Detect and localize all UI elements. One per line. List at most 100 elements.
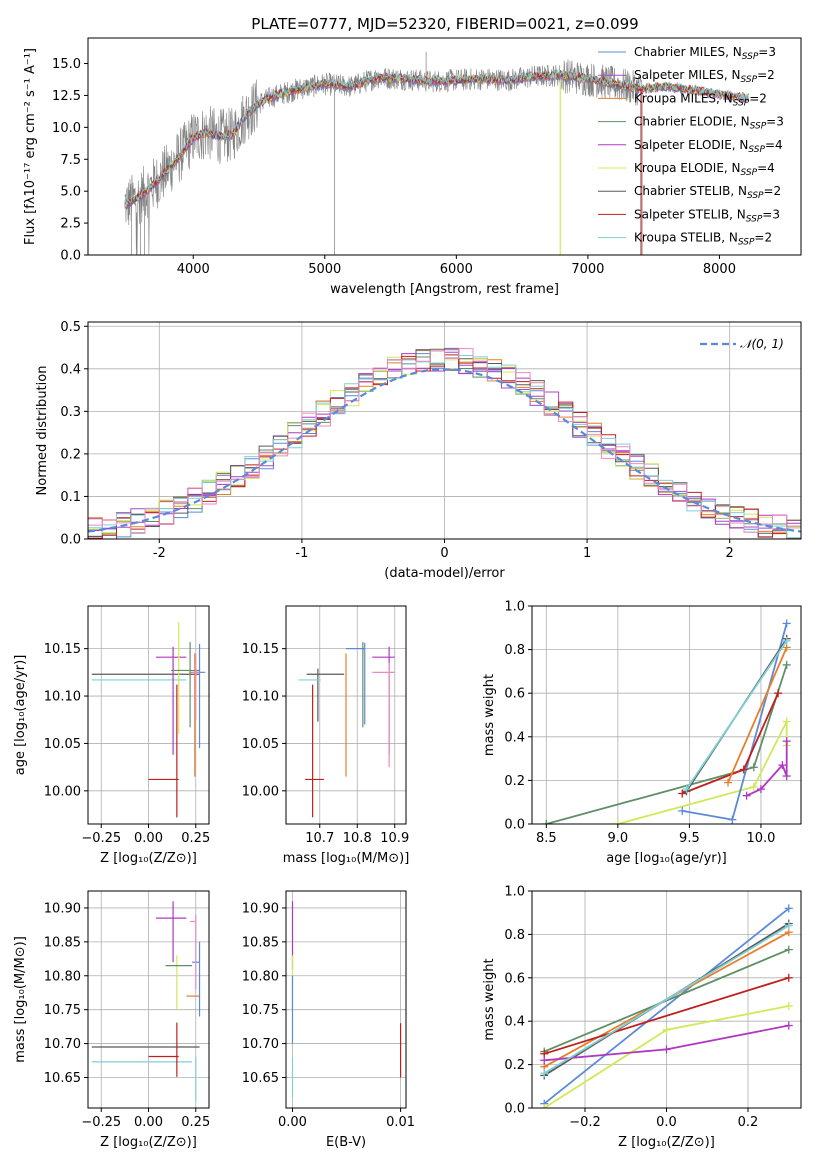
x-tick-label: 6000 xyxy=(440,262,473,277)
x-tick-label: 9.5 xyxy=(679,831,700,846)
weight_vs_age-frame xyxy=(531,605,802,825)
y-tick-label: 0.3 xyxy=(60,405,81,420)
y-tick-label: 10.80 xyxy=(44,969,81,984)
legend-entry: 𝒩(0, 1) xyxy=(740,337,784,351)
normal-curve xyxy=(88,368,801,533)
y-tick-label: 10.10 xyxy=(242,690,279,705)
x-axis-label: mass [log₁₀(M/M⊙)] xyxy=(283,851,410,866)
histogram-step xyxy=(88,349,801,539)
y-axis-label: mass [log₁₀(M/M⊙)] xyxy=(13,936,28,1063)
x-tick-label: 0.0 xyxy=(656,1115,677,1130)
age_vs_Z-plot-area xyxy=(91,622,206,818)
y-tick-label: 0.4 xyxy=(504,730,525,745)
y-tick-label: 0.2 xyxy=(504,1058,525,1073)
legend-entry: Salpeter MILES, NSSP=2 xyxy=(634,68,775,85)
y-tick-label: 12.5 xyxy=(52,89,81,104)
y-axis-label: Flux [fλ10⁻¹⁷ erg cm⁻² s⁻¹ A⁻¹] xyxy=(23,48,38,245)
x-tick-label: 10.9 xyxy=(380,831,409,846)
spectrum-plot-area xyxy=(124,52,749,255)
weight-series-line xyxy=(543,948,790,1053)
weight-series-line xyxy=(543,907,790,1105)
weight-series-line xyxy=(543,976,790,1055)
y-tick-label: 0.6 xyxy=(504,971,525,986)
x-tick-label: 10.7 xyxy=(305,831,334,846)
weight_vs_age-plot-area xyxy=(542,619,791,824)
spectrum-legend: Chabrier MILES, NSSP=3 Salpeter MILES, NS… xyxy=(598,45,784,248)
y-tick-label: 10.85 xyxy=(242,935,279,950)
y-tick-label: 10.75 xyxy=(44,1003,81,1018)
x-tick-label: −0.2 xyxy=(569,1115,601,1130)
x-tick-label: 2 xyxy=(726,546,734,561)
y-tick-label: 0.0 xyxy=(504,818,525,833)
x-tick-label: −0.25 xyxy=(81,831,121,846)
y-tick-label: 2.5 xyxy=(60,217,81,232)
mass_vs_ebv-axes: 0.00 0.01 10.65 10.70 10.75 10.80 10.85 10.90 E(… xyxy=(242,890,415,1150)
x-tick-label: 0.00 xyxy=(134,1115,163,1130)
y-tick-label: 10.70 xyxy=(242,1037,279,1052)
spectrum-frame xyxy=(87,37,802,256)
x-tick-label: 10.8 xyxy=(343,831,372,846)
figure-title: PLATE=0777, MJD=52320, FIBERID=0021, z=0… xyxy=(251,15,638,33)
x-axis-label: Z [log₁₀(Z/Z⊙)] xyxy=(100,851,197,866)
residuals-plot-area xyxy=(88,347,801,539)
legend-entry: Kroupa ELODIE, NSSP=4 xyxy=(634,161,775,178)
x-tick-label: 0.2 xyxy=(738,1115,759,1130)
x-tick-label: -1 xyxy=(295,546,308,561)
y-tick-label: 0.6 xyxy=(504,687,525,702)
y-tick-label: 7.5 xyxy=(60,153,81,168)
x-axis-label: age [log₁₀(age/yr)] xyxy=(606,851,727,866)
y-tick-label: 5.0 xyxy=(60,185,81,200)
model-line-kroupa-stelib xyxy=(124,69,749,206)
y-tick-label: 10.65 xyxy=(44,1071,81,1086)
y-tick-label: 10.15 xyxy=(44,642,81,657)
y-tick-label: 10.80 xyxy=(242,969,279,984)
legend-entry: Salpeter STELIB, NSSP=3 xyxy=(634,207,780,224)
data-spectrum-line xyxy=(124,59,643,255)
y-tick-label: 0.4 xyxy=(60,362,81,377)
weight-series-line xyxy=(727,647,788,783)
age_vs_mass-frame xyxy=(285,605,407,825)
y-tick-label: 10.15 xyxy=(242,642,279,657)
y-tick-label: 10.05 xyxy=(44,737,81,752)
x-axis-label: E(B-V) xyxy=(326,1135,366,1150)
weight-series-line xyxy=(546,664,788,824)
x-tick-label: 8000 xyxy=(703,262,736,277)
y-tick-label: 0.4 xyxy=(504,1015,525,1030)
y-tick-label: 10.90 xyxy=(44,901,81,916)
spectrum-axes: 4000 5000 6000 7000 8000 0.0 2.5 5.0 7.5 10.0 12.5… xyxy=(23,37,802,297)
legend-entry: Chabrier STELIB, NSSP=2 xyxy=(634,184,781,201)
x-tick-label: 9.0 xyxy=(608,831,629,846)
y-tick-label: 1.0 xyxy=(504,600,525,615)
y-tick-label: 1.0 xyxy=(504,885,525,900)
legend-entry: Salpeter ELODIE, NSSP=4 xyxy=(634,138,783,155)
y-tick-label: 15.0 xyxy=(52,57,81,72)
y-tick-label: 0.1 xyxy=(60,490,81,505)
age_vs_Z-axes: −0.25 0.00 0.25 10.00 10.05 10.10 10.15 Z [log₁… xyxy=(13,605,210,866)
y-tick-label: 10.85 xyxy=(44,935,81,950)
x-tick-label: 0.01 xyxy=(386,1115,415,1130)
x-tick-label: 1 xyxy=(583,546,591,561)
x-tick-label: 7000 xyxy=(571,262,604,277)
legend-entry: Kroupa STELIB, NSSP=2 xyxy=(634,231,772,248)
weight-series-line xyxy=(617,721,788,824)
y-tick-label: 10.90 xyxy=(242,901,279,916)
x-tick-label: 4000 xyxy=(177,262,210,277)
x-tick-label: 10.0 xyxy=(746,831,775,846)
weight_vs_Z-axes: −0.2 0.0 0.2 0.0 0.2 0.4 0.6 0.8 1.0 Z [log₁₀(Z/Z… xyxy=(482,885,802,1150)
mass_vs_ebv-frame xyxy=(285,890,407,1109)
y-tick-label: 0.2 xyxy=(504,774,525,789)
y-tick-label: 0.8 xyxy=(504,928,525,943)
y-tick-label: 10.05 xyxy=(242,737,279,752)
mass_vs_ebv-plot-area xyxy=(291,901,402,1098)
y-axis-label: mass weight xyxy=(482,958,497,1040)
y-tick-label: 0.0 xyxy=(60,533,81,548)
x-axis-label: wavelength [Angstrom, rest frame] xyxy=(330,282,559,297)
histogram-step xyxy=(88,348,801,534)
x-tick-label: 0.00 xyxy=(278,1115,307,1130)
y-tick-label: 0.0 xyxy=(60,249,81,264)
y-tick-label: 10.65 xyxy=(242,1071,279,1086)
y-tick-label: 10.00 xyxy=(44,784,81,799)
y-tick-label: 10.0 xyxy=(52,121,81,136)
x-tick-label: -2 xyxy=(153,546,166,561)
